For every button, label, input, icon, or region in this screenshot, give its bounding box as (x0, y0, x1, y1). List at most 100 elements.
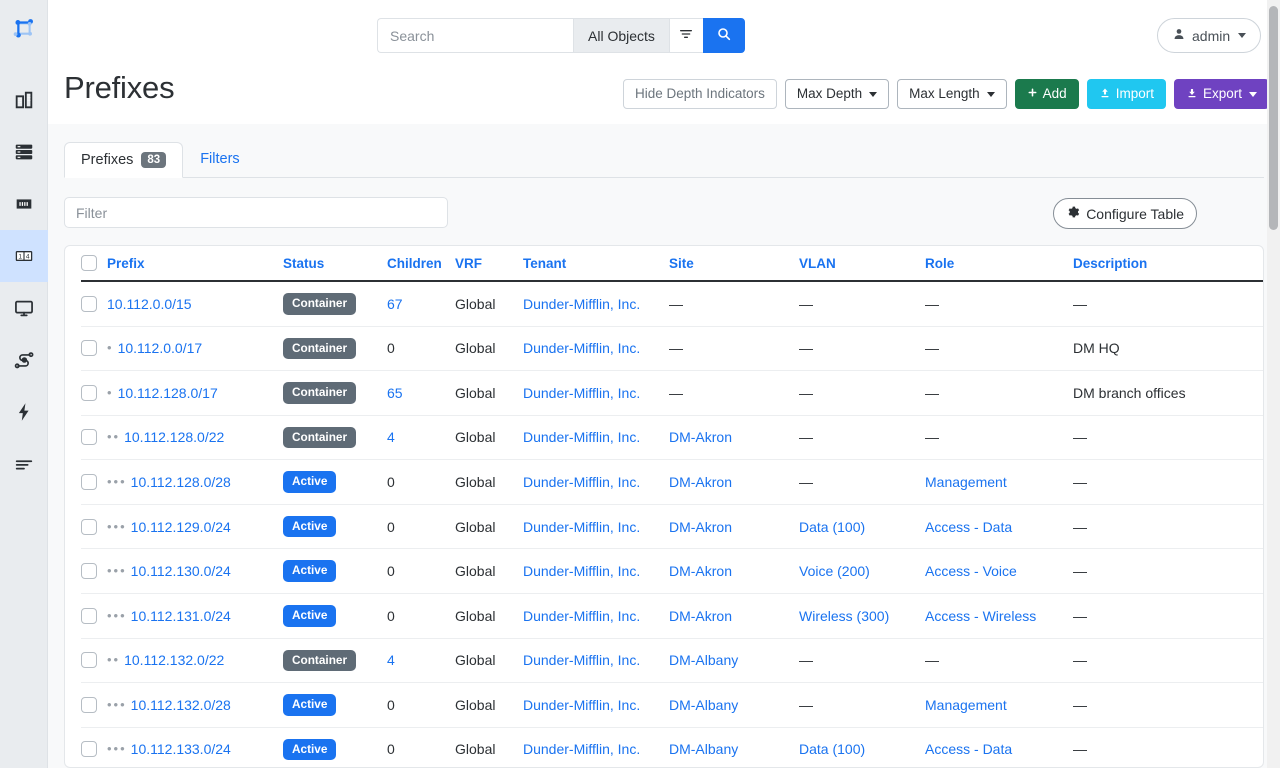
sidebar-item-devices[interactable] (0, 126, 48, 178)
row-select-checkbox[interactable] (81, 295, 97, 312)
column-header-vlan[interactable]: VLAN (799, 246, 925, 282)
cell-role-link[interactable]: Access - Wireless (925, 607, 1037, 624)
max-depth-dropdown[interactable]: Max Depth (784, 79, 890, 109)
row-select-checkbox[interactable] (81, 429, 97, 446)
cell-vlan-link[interactable]: Wireless (300) (799, 607, 890, 624)
cell-tenant-link[interactable]: Dunder-Mifflin, Inc. (523, 741, 641, 758)
search-filter-button[interactable] (668, 18, 703, 53)
column-label-prefix: Prefix (107, 255, 145, 271)
column-header-children[interactable]: Children (387, 246, 455, 282)
sidebar-item-power[interactable] (0, 386, 48, 438)
cell-role-link[interactable]: Access - Data (925, 741, 1013, 758)
row-select-checkbox[interactable] (81, 474, 97, 491)
prefix-link[interactable]: 10.112.130.0/24 (130, 563, 231, 580)
row-select-checkbox[interactable] (81, 563, 97, 580)
prefix-link[interactable]: 10.112.129.0/24 (130, 518, 231, 535)
cell-tenant-link[interactable]: Dunder-Mifflin, Inc. (523, 340, 641, 357)
search-submit-button[interactable] (702, 18, 745, 53)
row-select-checkbox[interactable] (81, 652, 97, 669)
hide-depth-indicators-button[interactable]: Hide Depth Indicators (623, 79, 777, 109)
prefix-link[interactable]: 10.112.0.0/15 (107, 295, 192, 312)
cell-tenant-link[interactable]: Dunder-Mifflin, Inc. (523, 607, 641, 624)
filter-input[interactable] (64, 197, 448, 228)
download-icon (1186, 87, 1198, 102)
export-button[interactable]: Export (1173, 79, 1269, 109)
row-select-checkbox[interactable] (81, 340, 97, 357)
cell-tenant-link[interactable]: Dunder-Mifflin, Inc. (523, 652, 641, 669)
select-all-checkbox[interactable] (81, 255, 97, 271)
cell-role-link[interactable]: Management (925, 696, 1007, 713)
cell-role-link[interactable]: Management (925, 474, 1007, 491)
sidebar-item-circuits[interactable] (0, 334, 48, 386)
column-header-status[interactable]: Status (283, 246, 387, 282)
sidebar-item-organization[interactable] (0, 74, 48, 126)
cell-site-link[interactable]: DM-Albany (669, 696, 739, 713)
cell-vlan-link[interactable]: Data (100) (799, 518, 866, 535)
prefix-link[interactable]: 10.112.132.0/28 (130, 696, 231, 713)
column-header-tenant[interactable]: Tenant (523, 246, 669, 282)
configure-table-button[interactable]: Configure Table (1053, 198, 1197, 229)
row-select-checkbox[interactable] (81, 741, 97, 758)
cell-description-text: — (1073, 652, 1087, 669)
user-menu-button[interactable]: admin (1157, 18, 1262, 53)
prefix-link[interactable]: 10.112.131.0/24 (130, 607, 231, 624)
column-header-description[interactable]: Description (1073, 246, 1263, 282)
column-header-role[interactable]: Role (925, 246, 1073, 282)
cell-tenant-link[interactable]: Dunder-Mifflin, Inc. (523, 474, 641, 491)
column-header-prefix[interactable]: Prefix (107, 246, 283, 282)
prefix-link[interactable]: 10.112.128.0/22 (124, 429, 225, 446)
prefix-link[interactable]: 10.112.133.0/24 (130, 741, 231, 758)
add-button[interactable]: Add (1014, 79, 1079, 109)
sidebar-item-virtualization[interactable] (0, 282, 48, 334)
max-depth-label: Max Depth (796, 86, 863, 102)
cell-description-text: — (1073, 563, 1087, 580)
cell-vlan-link[interactable]: Voice (200) (799, 563, 870, 580)
prefix-link[interactable]: 10.112.128.0/17 (117, 384, 218, 401)
cell-role-link[interactable]: Access - Voice (925, 563, 1017, 580)
import-button[interactable]: Import (1086, 79, 1166, 109)
children-count-link[interactable]: 4 (387, 429, 395, 446)
search-scope-dropdown[interactable]: All Objects (573, 18, 669, 53)
cell-site-link[interactable]: DM-Akron (669, 607, 733, 624)
max-length-dropdown[interactable]: Max Length (897, 79, 1007, 109)
tab-prefixes[interactable]: Prefixes 83 (64, 142, 184, 178)
cell-site-link[interactable]: DM-Akron (669, 429, 733, 446)
children-count-link[interactable]: 4 (387, 652, 395, 669)
netbox-logo-icon[interactable] (0, 0, 48, 58)
cell-tenant-link[interactable]: Dunder-Mifflin, Inc. (523, 384, 641, 401)
children-count-link[interactable]: 65 (387, 384, 403, 401)
prefix-link[interactable]: 10.112.128.0/28 (130, 474, 231, 491)
cell-tenant-link[interactable]: Dunder-Mifflin, Inc. (523, 429, 641, 446)
column-header-site[interactable]: Site (669, 246, 799, 282)
cell-site-link[interactable]: DM-Albany (669, 652, 739, 669)
cell-description-text: — (1073, 696, 1087, 713)
prefix-link[interactable]: 10.112.132.0/22 (124, 652, 225, 669)
search-input[interactable] (377, 18, 573, 53)
status-badge: Active (283, 738, 337, 761)
cell-site-link[interactable]: DM-Akron (669, 563, 733, 580)
row-select-checkbox[interactable] (81, 384, 97, 401)
cell-site-link[interactable]: DM-Akron (669, 518, 733, 535)
cell-site-link[interactable]: DM-Akron (669, 474, 733, 491)
cell-tenant-link[interactable]: Dunder-Mifflin, Inc. (523, 696, 641, 713)
children-count-link[interactable]: 67 (387, 295, 403, 312)
sidebar-item-connections[interactable] (0, 178, 48, 230)
cell-tenant-link[interactable]: Dunder-Mifflin, Inc. (523, 518, 641, 535)
prefix-link[interactable]: 10.112.0.0/17 (117, 340, 203, 357)
sidebar-item-other[interactable] (0, 438, 48, 490)
page-scrollbar-track[interactable] (1267, 0, 1280, 768)
cell-tenant-link[interactable]: Dunder-Mifflin, Inc. (523, 563, 641, 580)
cell-vlan-link[interactable]: Data (100) (799, 741, 866, 758)
column-header-vrf[interactable]: VRF (455, 246, 523, 282)
row-select-checkbox[interactable] (81, 607, 97, 624)
cell-role-link[interactable]: Access - Data (925, 518, 1013, 535)
cell-vrf: Global (455, 548, 523, 594)
cell-site-link[interactable]: DM-Albany (669, 741, 739, 758)
row-select-checkbox[interactable] (81, 696, 97, 713)
children-count: 0 (387, 340, 395, 357)
page-scrollbar-thumb[interactable] (1269, 6, 1278, 230)
tab-filters[interactable]: Filters (183, 141, 256, 177)
row-select-checkbox[interactable] (81, 518, 97, 535)
sidebar-item-ipam[interactable]: 1 4 (0, 230, 48, 282)
cell-tenant-link[interactable]: Dunder-Mifflin, Inc. (523, 295, 641, 312)
